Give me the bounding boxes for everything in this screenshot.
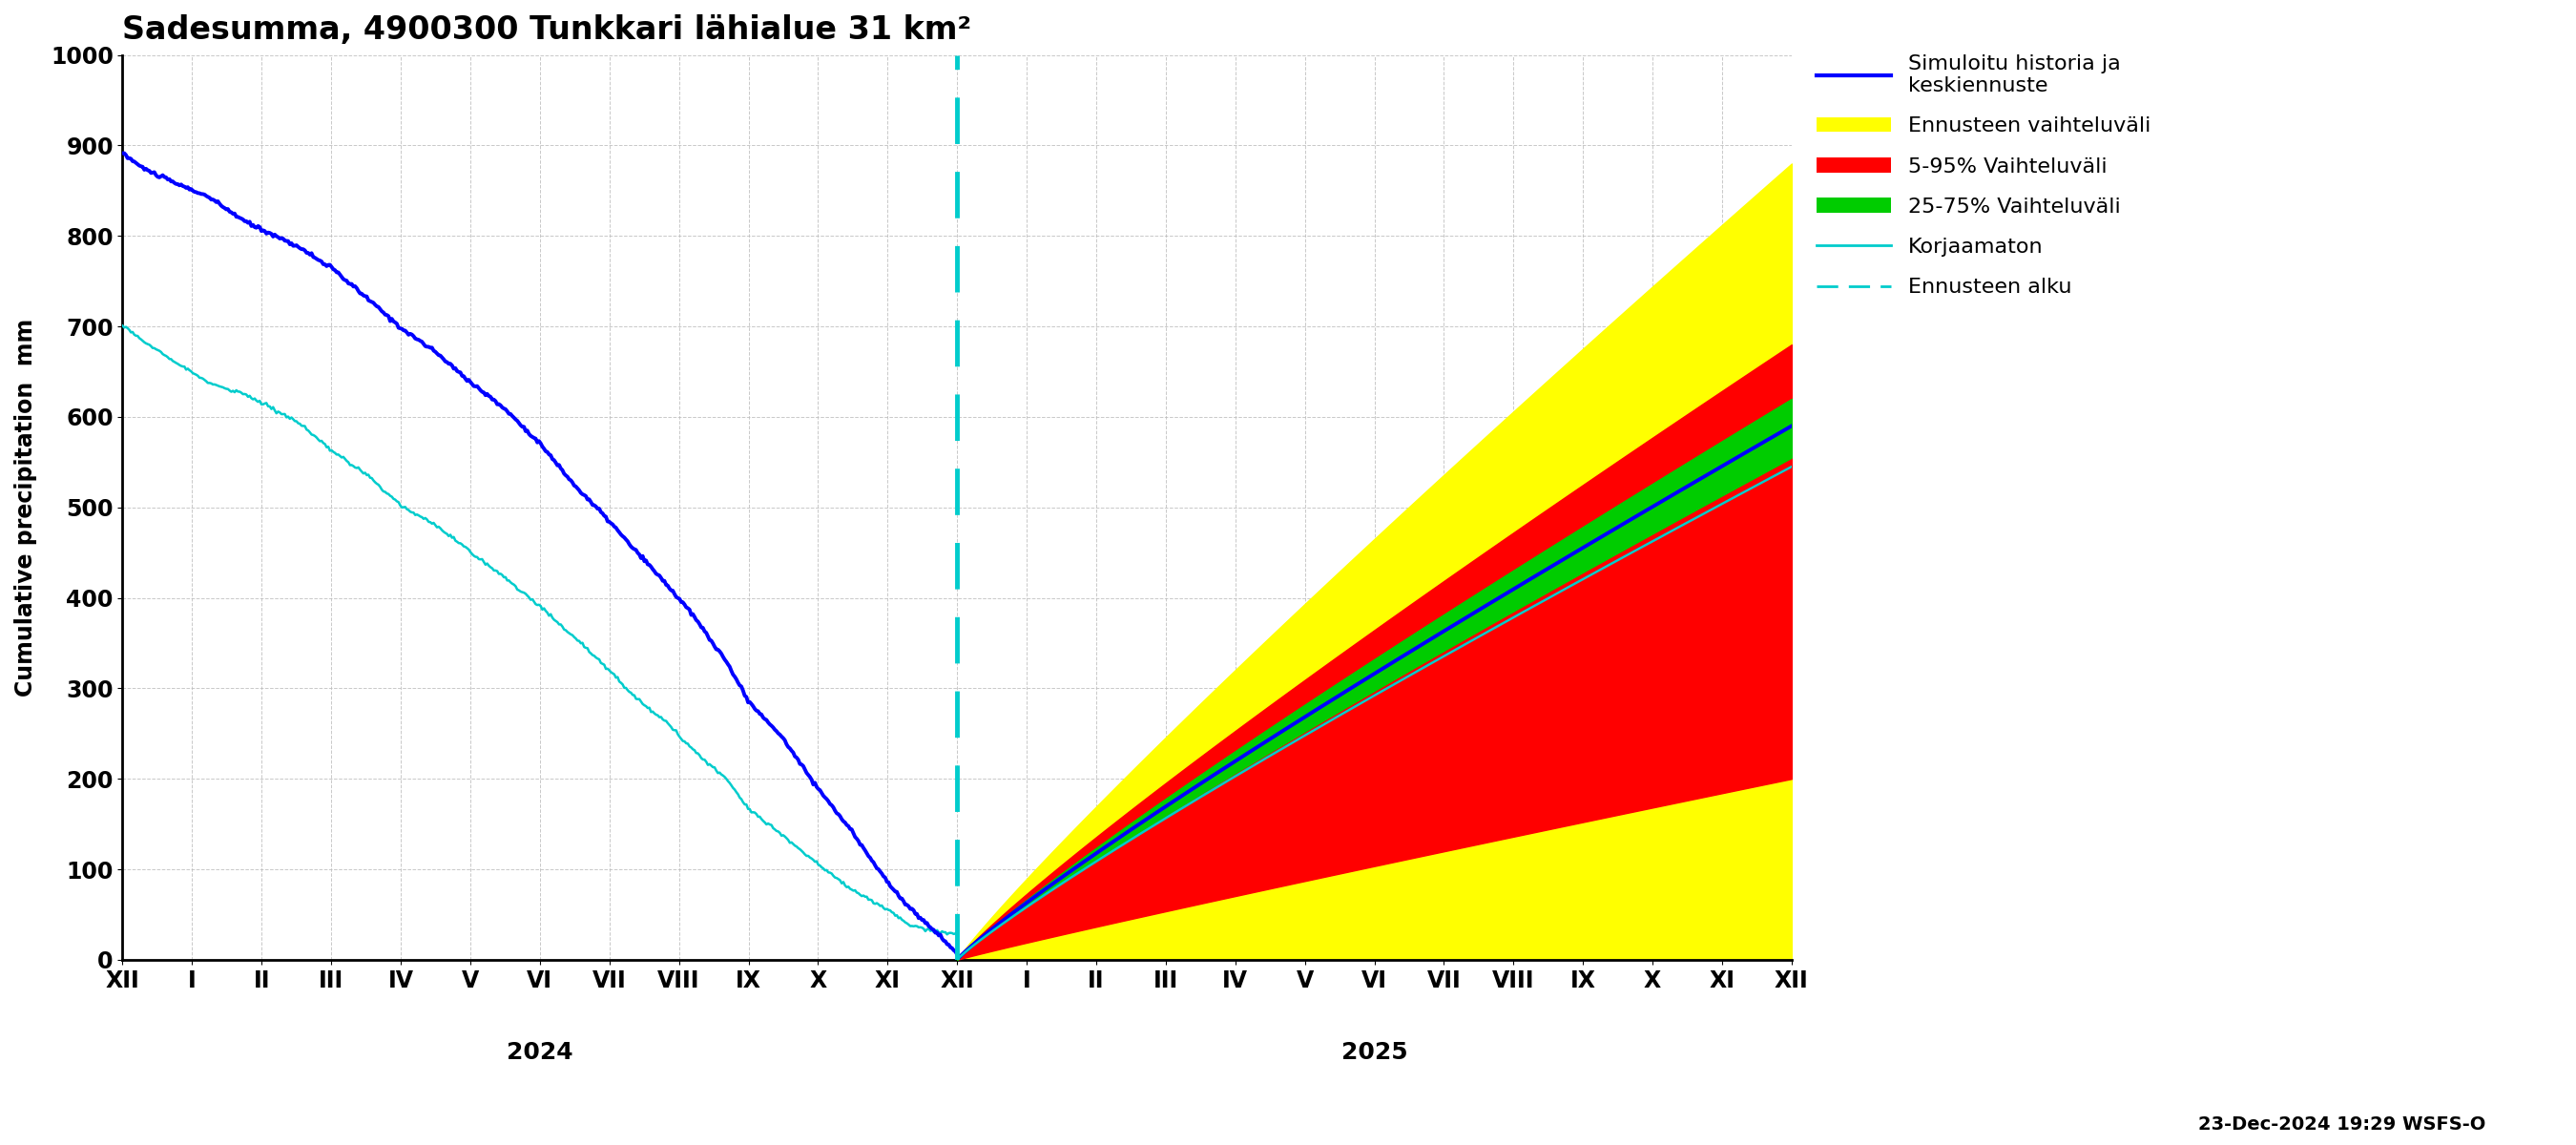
Text: Sadesumma, 4900300 Tunkkari lähialue 31 km²: Sadesumma, 4900300 Tunkkari lähialue 31 … — [124, 14, 971, 46]
Text: 23-Dec-2024 19:29 WSFS-O: 23-Dec-2024 19:29 WSFS-O — [2197, 1115, 2486, 1134]
Text: 2025: 2025 — [1342, 1041, 1406, 1064]
Y-axis label: Cumulative precipitation  mm: Cumulative precipitation mm — [15, 318, 36, 696]
Legend: Simuloitu historia ja
keskiennuste, Ennusteen vaihteluväli, 5-95% Vaihteluväli, : Simuloitu historia ja keskiennuste, Ennu… — [1808, 46, 2159, 306]
Text: 2024: 2024 — [507, 1041, 572, 1064]
